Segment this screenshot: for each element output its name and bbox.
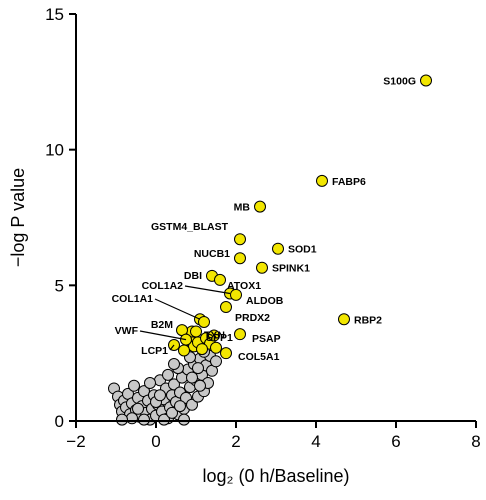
leader-line: [169, 344, 175, 351]
highlighted-point: [254, 200, 266, 213]
point-label: SPINK1: [272, 263, 310, 275]
y-tick-label: 5: [55, 276, 64, 295]
point-label: COL5A1: [238, 351, 280, 363]
x-tick-label: 8: [471, 432, 480, 451]
point-label: COL1A1: [112, 293, 154, 305]
point-label: ALDOB: [246, 295, 284, 307]
highlighted-point: [220, 347, 232, 360]
highlighted-point: [214, 273, 226, 286]
point-label: SPP1: [206, 332, 233, 344]
highlighted-point: [234, 233, 246, 246]
point-label: PSAP: [252, 333, 281, 345]
background-point: [128, 379, 140, 392]
x-axis-title: log₂ (0 h/Baseline): [202, 466, 349, 486]
x-tick-label: −2: [66, 432, 85, 451]
leader-lines: [139, 285, 231, 351]
point-label: PRDX2: [235, 312, 270, 324]
point-label: FABP6: [332, 176, 366, 188]
point-label: NUCB1: [194, 248, 230, 260]
x-tick-label: 2: [231, 432, 240, 451]
highlighted-point: [220, 301, 232, 314]
background-point: [132, 402, 144, 415]
point-labels: S100G FABP6 MB GSTM4_BLAST SOD1 NUCB1 SPINK1 DB…: [112, 75, 416, 363]
point-label: B2M: [151, 319, 173, 331]
highlighted-point: [272, 242, 284, 255]
point-label: GSTM4_BLAST: [151, 221, 229, 233]
point-label: RBP2: [354, 314, 382, 326]
highlighted-point: [338, 313, 350, 326]
background-points: [108, 345, 222, 426]
background-point: [168, 358, 180, 371]
highlighted-point: [256, 261, 268, 274]
x-tick-label: 4: [311, 432, 320, 451]
highlighted-point: [208, 329, 220, 342]
background-point: [126, 412, 138, 425]
x-ticks: −2 0 2 4 6 8: [66, 421, 481, 451]
background-point: [192, 362, 204, 375]
highlighted-point: [190, 325, 202, 338]
point-label: TXN: [204, 329, 225, 341]
highlighted-point: [198, 315, 210, 328]
background-point: [154, 389, 166, 402]
background-point: [116, 413, 128, 426]
background-point: [194, 379, 206, 392]
background-point: [168, 378, 180, 391]
leader-line: [154, 298, 201, 320]
highlighted-point: [234, 328, 246, 341]
y-ticks: 0 5 10 15: [45, 5, 76, 431]
highlighted-point: [178, 344, 190, 357]
point-label: SOD1: [288, 244, 317, 256]
point-label: VWF: [115, 325, 139, 337]
background-point: [144, 377, 156, 390]
highlighted-points: [168, 74, 432, 360]
background-point: [138, 413, 150, 426]
highlighted-point: [316, 174, 328, 187]
background-point: [178, 413, 190, 426]
background-point: [166, 406, 178, 419]
highlighted-point: [234, 252, 246, 265]
x-tick-label: 0: [151, 432, 160, 451]
y-axis-title: −log P value: [8, 168, 28, 267]
y-tick-label: 0: [55, 412, 64, 431]
point-label: DBI: [184, 270, 202, 282]
point-label: ATOX1: [227, 280, 261, 292]
background-point: [186, 371, 198, 384]
point-label: S100G: [383, 75, 416, 87]
background-point: [186, 398, 198, 411]
highlighted-point: [230, 288, 242, 301]
leader-line: [139, 330, 187, 341]
highlighted-point: [210, 341, 222, 354]
highlighted-point: [196, 343, 208, 356]
y-tick-label: 15: [45, 5, 64, 24]
y-tick-label: 10: [45, 141, 64, 160]
point-label: LCP1: [141, 345, 168, 357]
background-point: [158, 413, 170, 426]
highlighted-point: [420, 74, 432, 87]
background-point: [174, 400, 186, 413]
background-point: [210, 355, 222, 368]
x-tick-label: 6: [391, 432, 400, 451]
point-label: MB: [234, 202, 251, 214]
leader-line: [184, 285, 231, 295]
point-label: COL1A2: [142, 280, 184, 292]
background-point: [162, 368, 174, 381]
